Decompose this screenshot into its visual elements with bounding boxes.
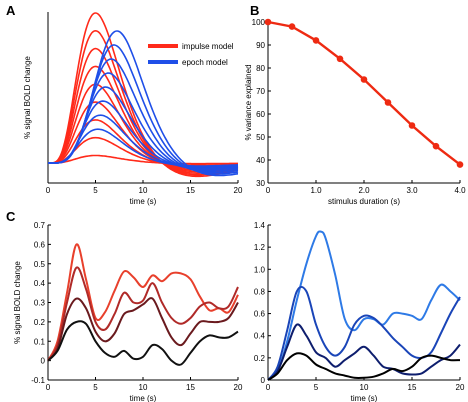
- panel-c-right-ytick-label: 0.8: [254, 287, 266, 296]
- panel-c-right-series-line: [267, 323, 461, 381]
- variance-point: [336, 55, 344, 63]
- variance-point: [288, 23, 296, 30]
- legend-label: epoch model: [182, 58, 228, 67]
- panel-a-xtick-label: 0: [46, 186, 51, 195]
- panel-c-left-series-line: [47, 243, 239, 362]
- panel-c-left-ytick-label: 0: [41, 357, 46, 366]
- panel-letter-c: C: [6, 209, 16, 224]
- variance-line: [267, 20, 461, 166]
- panel-c-left-xtick-label: 10: [139, 383, 148, 392]
- panel-c-right-chart: 0 5 10 15 20 0 0.2 0.4 0.6 0.8 1.0 1.2 1.4 time (s): [254, 221, 465, 402]
- impulse-model-line: [48, 154, 238, 165]
- panel-c-left-ytick-label: 0.6: [34, 240, 46, 249]
- panel-c-left-ytick-label: 0.2: [34, 318, 46, 327]
- panel-c-left-xtick-label: 20: [234, 383, 243, 392]
- panel-c-right-xtick-label: 20: [456, 383, 465, 392]
- panel-c-left-ytick-label: 0.3: [34, 299, 46, 308]
- panel-b-ytick-label: 60: [256, 110, 265, 119]
- panel-b-chart: 0 1.0 2.0 3.0 4.0 30 40 50 60 70 80 90 100 stimulus d…: [244, 18, 466, 206]
- panel-b-ytick-label: 90: [256, 41, 265, 50]
- panel-c-left-xtick-label: 0: [46, 383, 51, 392]
- panel-c-left-ytick-label: 0.1: [34, 337, 46, 346]
- panel-c-left-ytick-label: 0.7: [34, 221, 46, 230]
- panel-c-left-ytick-label: 0.5: [34, 260, 46, 269]
- variance-point: [360, 76, 368, 83]
- panel-c-left-ytick-label: -0.1: [31, 376, 45, 385]
- panel-b-xlabel: stimulus duration (s): [328, 197, 400, 206]
- panel-c-right-ytick-label: 0.6: [254, 310, 266, 319]
- panel-b-ytick-label: 70: [256, 87, 265, 96]
- panel-b-xtick-label: 3.0: [406, 186, 418, 195]
- panel-c-left-ylabel: % signal BOLD change: [13, 261, 22, 344]
- panel-c-right-series-line: [267, 352, 461, 381]
- panel-b-ytick-label: 50: [256, 133, 265, 142]
- panel-b-ylabel: % variance explained: [244, 64, 253, 140]
- panel-a-xtick-label: 10: [139, 186, 148, 195]
- panel-letter-a: A: [6, 3, 16, 18]
- panel-c-left-xtick-label: 5: [93, 383, 98, 392]
- panel-c-left-series-line: [47, 266, 239, 362]
- panel-a-xtick-label: 15: [186, 186, 195, 195]
- panel-b-xtick-label: 1.0: [310, 186, 322, 195]
- variance-point: [312, 37, 320, 44]
- panel-a-chart: 0 5 10 15 20 time (s) % signal BOLD change impu…: [23, 12, 243, 206]
- panel-b-ytick-label: 80: [256, 64, 265, 73]
- epoch-model-line: [48, 30, 239, 177]
- panel-c-right-ytick-label: 1.0: [254, 265, 266, 274]
- panel-b-xtick-label: 4.0: [454, 186, 466, 195]
- panel-letter-b: B: [250, 3, 259, 18]
- panel-b-ytick-label: 100: [252, 18, 266, 27]
- panel-a-xlabel: time (s): [130, 197, 157, 206]
- panel-c-right-xtick-label: 0: [266, 383, 271, 392]
- variance-point: [456, 161, 464, 168]
- panel-c-left-xlabel: time (s): [130, 394, 157, 402]
- panel-c-right-xtick-label: 5: [314, 383, 319, 392]
- panel-c-right-xtick-label: 10: [360, 383, 369, 392]
- legend-label: impulse model: [182, 42, 234, 51]
- panel-c-right-series-line: [267, 230, 461, 381]
- panel-c-right-ytick-label: 1.2: [254, 243, 266, 252]
- panel-c-left-series-line: [47, 297, 239, 362]
- panel-a-xtick-label: 20: [234, 186, 243, 195]
- variance-point: [384, 99, 392, 106]
- panel-c-left-xtick-label: 15: [186, 383, 195, 392]
- panel-c-left-ytick-label: 0.4: [34, 279, 46, 288]
- panel-b-ytick-label: 40: [256, 156, 265, 165]
- panel-c-right-ytick-label: 1.4: [254, 221, 266, 230]
- panel-b-ytick-label: 30: [256, 179, 265, 188]
- panel-c-right-xlabel: time (s): [351, 394, 378, 402]
- epoch-model-line: [48, 128, 239, 167]
- panel-c-right-xtick-label: 15: [408, 383, 417, 392]
- panel-c-right-ytick-label: 0.4: [254, 332, 266, 341]
- panel-c-right-ytick-label: 0.2: [254, 354, 266, 363]
- panel-a-ylabel: % signal BOLD change: [23, 56, 32, 139]
- panel-b-xtick-label: 0: [266, 186, 271, 195]
- panel-b-xtick-label: 2.0: [358, 186, 370, 195]
- panel-c-right-ytick-label: 0: [261, 376, 266, 385]
- variance-point: [264, 18, 272, 26]
- variance-point: [408, 122, 416, 129]
- panel-a-xtick-label: 5: [93, 186, 98, 195]
- variance-point: [432, 142, 440, 150]
- panel-c-left-series-line: [47, 320, 239, 366]
